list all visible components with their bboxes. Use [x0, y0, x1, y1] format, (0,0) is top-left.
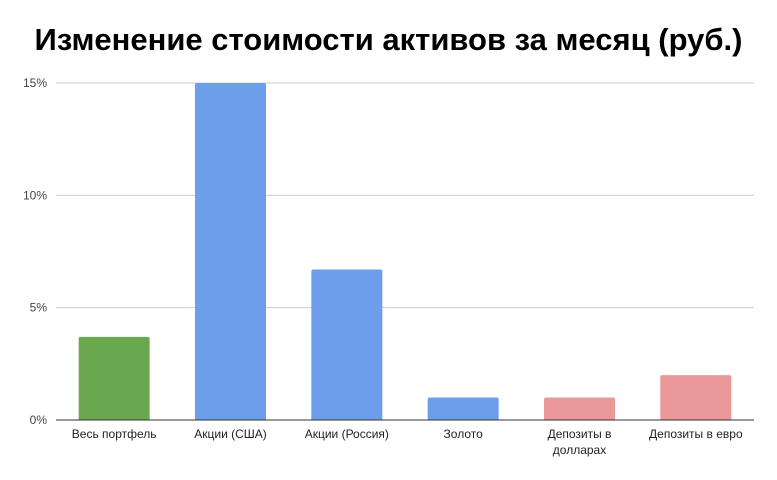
bar	[195, 83, 266, 420]
x-tick-label: Весь портфель	[72, 427, 157, 441]
y-tick-label: 15%	[23, 76, 47, 90]
gridlines	[56, 82, 754, 309]
x-tick-label: Золото	[444, 427, 484, 441]
bar	[660, 375, 732, 420]
bar	[427, 397, 499, 420]
x-tick-label: Депозиты в евро	[649, 427, 743, 441]
x-tick-label: Акции (Россия)	[305, 427, 389, 441]
chart-title: Изменение стоимости активов за месяц (ру…	[34, 22, 743, 57]
bar	[544, 397, 615, 420]
bar	[78, 336, 150, 420]
y-tick-label: 0%	[30, 413, 48, 427]
bar	[311, 269, 383, 420]
x-axis-ticks: Весь портфель Акции (США) Акции (Россия) Зо…	[72, 427, 743, 457]
x-tick-label: Акции (США)	[194, 427, 267, 441]
bars	[78, 83, 732, 420]
y-tick-label: 10%	[23, 188, 47, 202]
y-axis-ticks: 0% 5% 10% 15%	[23, 76, 47, 427]
y-tick-label: 5%	[30, 301, 48, 315]
x-tick-label: Депозиты в долларах	[548, 427, 612, 457]
